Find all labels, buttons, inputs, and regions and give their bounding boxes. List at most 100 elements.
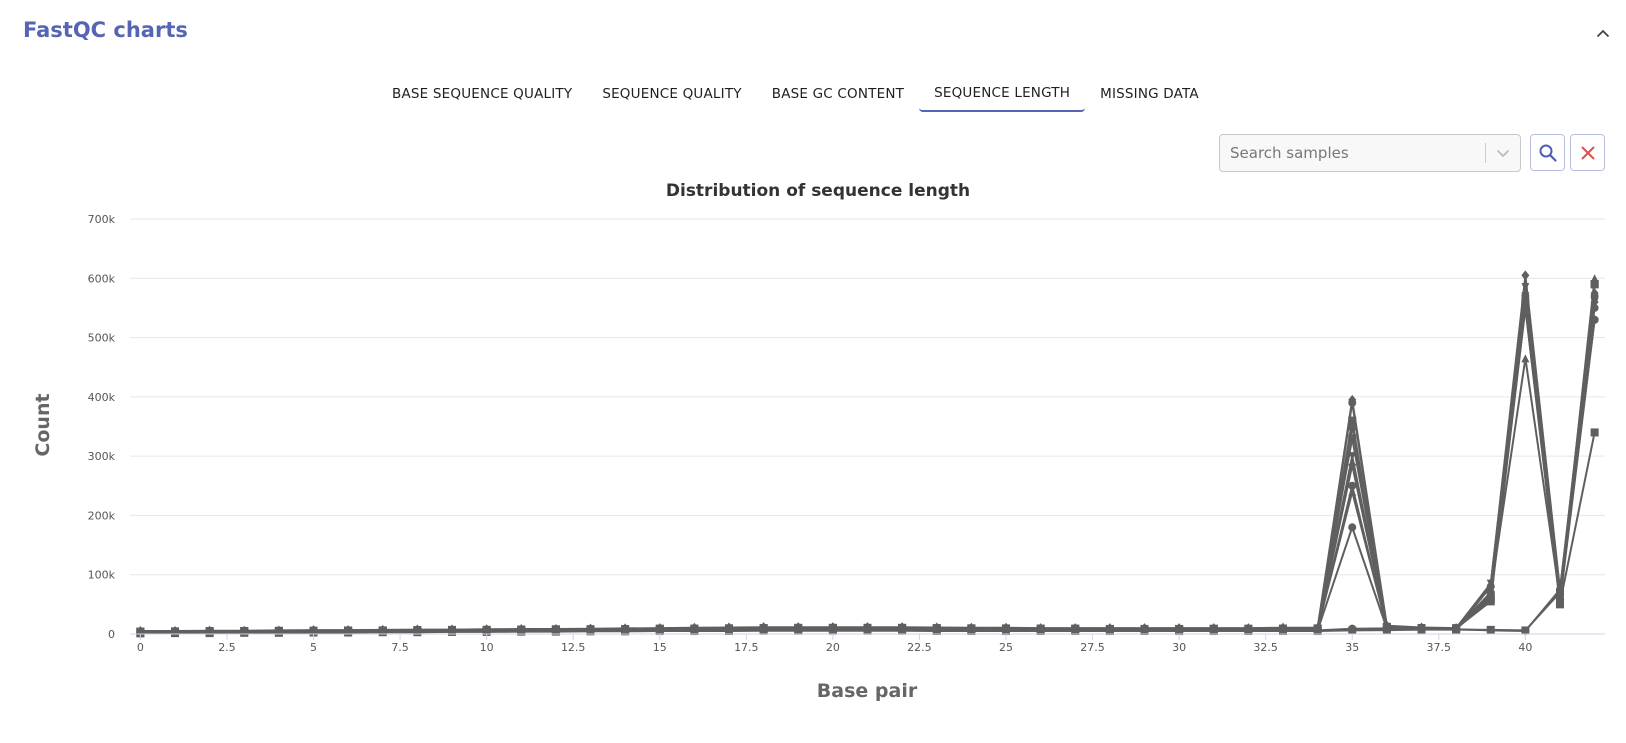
data-point bbox=[1036, 627, 1045, 636]
data-point bbox=[1521, 354, 1530, 363]
data-point bbox=[517, 627, 526, 636]
data-point bbox=[1590, 428, 1599, 437]
chevron-down-icon bbox=[1496, 149, 1510, 157]
series-layer bbox=[136, 270, 1599, 638]
data-point bbox=[794, 626, 803, 635]
data-point bbox=[482, 627, 491, 636]
data-point bbox=[828, 626, 837, 635]
x-tick-label: 27.5 bbox=[1080, 641, 1105, 654]
data-point bbox=[1348, 394, 1357, 405]
data-point bbox=[1348, 626, 1357, 635]
tab-sequence-length[interactable]: SEQUENCE LENGTH bbox=[919, 76, 1086, 112]
series-line bbox=[140, 292, 1596, 634]
series-12 bbox=[136, 280, 1599, 638]
tab-missing-data[interactable]: MISSING DATA bbox=[1100, 86, 1199, 102]
data-point bbox=[1521, 270, 1530, 281]
data-point bbox=[205, 629, 214, 638]
x-tick-label: 15 bbox=[653, 641, 667, 654]
tab-base-gc-content[interactable]: BASE GC CONTENT bbox=[771, 86, 905, 102]
collapse-button[interactable] bbox=[1592, 22, 1614, 44]
dropdown-toggle[interactable] bbox=[1486, 135, 1520, 171]
search-button[interactable] bbox=[1530, 134, 1565, 171]
x-tick-label: 35 bbox=[1345, 641, 1359, 654]
series-6 bbox=[136, 280, 1599, 637]
data-point bbox=[690, 627, 699, 636]
chevron-up-icon bbox=[1596, 29, 1610, 37]
y-tick-label: 100k bbox=[88, 569, 116, 582]
data-point bbox=[759, 626, 768, 635]
x-tick-label: 25 bbox=[999, 641, 1013, 654]
x-tick-label: 10 bbox=[480, 641, 494, 654]
data-point bbox=[1175, 627, 1184, 636]
series-9 bbox=[136, 270, 1599, 637]
data-point bbox=[1348, 422, 1357, 431]
data-point bbox=[932, 627, 941, 636]
data-point bbox=[1244, 627, 1253, 636]
y-tick-label: 600k bbox=[88, 272, 116, 285]
data-point bbox=[1348, 460, 1357, 471]
x-axis-label: Base pair bbox=[817, 680, 918, 702]
data-point bbox=[1417, 625, 1426, 634]
data-point bbox=[1486, 594, 1495, 605]
data-point bbox=[1278, 627, 1287, 636]
data-point bbox=[1486, 625, 1495, 634]
data-point bbox=[621, 627, 630, 636]
x-tick-label: 5 bbox=[310, 641, 317, 654]
y-tick-label: 500k bbox=[88, 332, 116, 345]
select-separator bbox=[1485, 143, 1486, 163]
data-point bbox=[1140, 627, 1149, 636]
data-point bbox=[344, 628, 353, 637]
data-point bbox=[1555, 594, 1564, 605]
data-point bbox=[1452, 625, 1461, 634]
x-tick-label: 22.5 bbox=[907, 641, 932, 654]
x-tick-label: 2.5 bbox=[218, 641, 236, 654]
data-point bbox=[1348, 434, 1357, 443]
y-tick-label: 200k bbox=[88, 509, 116, 522]
data-point bbox=[1348, 452, 1357, 461]
data-point bbox=[240, 628, 249, 637]
data-point bbox=[586, 627, 595, 636]
tab-base-sequence-quality[interactable]: BASE SEQUENCE QUALITY bbox=[392, 86, 573, 102]
y-tick-label: 0 bbox=[108, 628, 115, 641]
data-point bbox=[725, 627, 734, 636]
data-point bbox=[967, 627, 976, 636]
data-point bbox=[1521, 626, 1530, 635]
data-point bbox=[1209, 627, 1218, 636]
data-point bbox=[1348, 487, 1357, 496]
data-point bbox=[1348, 523, 1357, 532]
data-point bbox=[171, 629, 180, 638]
data-point bbox=[1001, 627, 1010, 636]
data-point bbox=[1348, 481, 1357, 490]
x-tick-label: 17.5 bbox=[734, 641, 759, 654]
x-tick-label: 12.5 bbox=[561, 641, 586, 654]
data-point bbox=[655, 627, 664, 636]
x-tick-label: 0 bbox=[137, 641, 144, 654]
data-point bbox=[1071, 627, 1080, 636]
data-point bbox=[1313, 627, 1322, 636]
tab-sequence-quality[interactable]: SEQUENCE QUALITY bbox=[602, 86, 742, 102]
axis-layer: 0 100k 200k 300k 400k 500k 600k 700k 0 2.5 5 7.5 10 1… bbox=[88, 213, 1605, 654]
grid-layer bbox=[130, 218, 1605, 635]
data-point bbox=[1555, 588, 1564, 597]
clear-button[interactable] bbox=[1570, 134, 1605, 171]
y-tick-label: 400k bbox=[88, 391, 116, 404]
x-tick-label: 40 bbox=[1518, 641, 1532, 654]
panel-title: FastQC charts bbox=[23, 18, 188, 42]
y-tick-label: 700k bbox=[88, 213, 116, 226]
search-input[interactable] bbox=[1220, 135, 1480, 171]
sample-search-select[interactable] bbox=[1219, 134, 1521, 172]
y-tick-label: 300k bbox=[88, 450, 116, 463]
data-point bbox=[863, 626, 872, 635]
data-point bbox=[413, 628, 422, 637]
x-tick-label: 20 bbox=[826, 641, 840, 654]
data-point bbox=[448, 627, 457, 636]
x-tick-label: 30 bbox=[1172, 641, 1186, 654]
data-point bbox=[898, 626, 907, 635]
x-tick-label: 32.5 bbox=[1253, 641, 1278, 654]
search-icon bbox=[1539, 144, 1557, 162]
close-icon bbox=[1580, 145, 1595, 160]
data-point bbox=[1590, 280, 1599, 289]
chart-tabs: BASE SEQUENCE QUALITY SEQUENCE QUALITY B… bbox=[377, 76, 1214, 112]
x-tick-label: 37.5 bbox=[1427, 641, 1452, 654]
